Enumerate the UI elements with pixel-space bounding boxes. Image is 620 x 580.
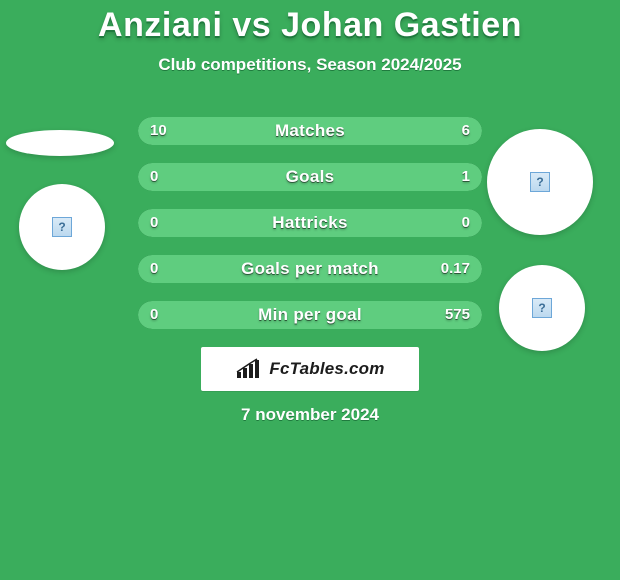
bars-icon (235, 358, 263, 380)
stat-label: Goals per match (138, 255, 482, 283)
stat-row: 00Hattricks (138, 209, 482, 237)
page-subtitle: Club competitions, Season 2024/2025 (0, 55, 620, 75)
stats-bars: 106Matches 01Goals 00Hattricks 00.17Goals p… (138, 117, 482, 329)
stat-row: 00.17Goals per match (138, 255, 482, 283)
stat-label: Hattricks (138, 209, 482, 237)
site-badge: FcTables.com (201, 347, 419, 391)
player-avatar-right-top (487, 129, 593, 235)
player-avatar-left (19, 184, 105, 270)
page-date: 7 november 2024 (0, 405, 620, 425)
decor-ellipse (6, 130, 114, 156)
placeholder-icon (52, 217, 72, 237)
stat-row: 01Goals (138, 163, 482, 191)
stat-label: Goals (138, 163, 482, 191)
site-name: FcTables.com (269, 359, 384, 379)
placeholder-icon (532, 298, 552, 318)
stat-row: 0575Min per goal (138, 301, 482, 329)
player-avatar-right-bottom (499, 265, 585, 351)
stat-label: Matches (138, 117, 482, 145)
stat-label: Min per goal (138, 301, 482, 329)
placeholder-icon (530, 172, 550, 192)
stat-row: 106Matches (138, 117, 482, 145)
page-title: Anziani vs Johan Gastien (0, 6, 620, 45)
